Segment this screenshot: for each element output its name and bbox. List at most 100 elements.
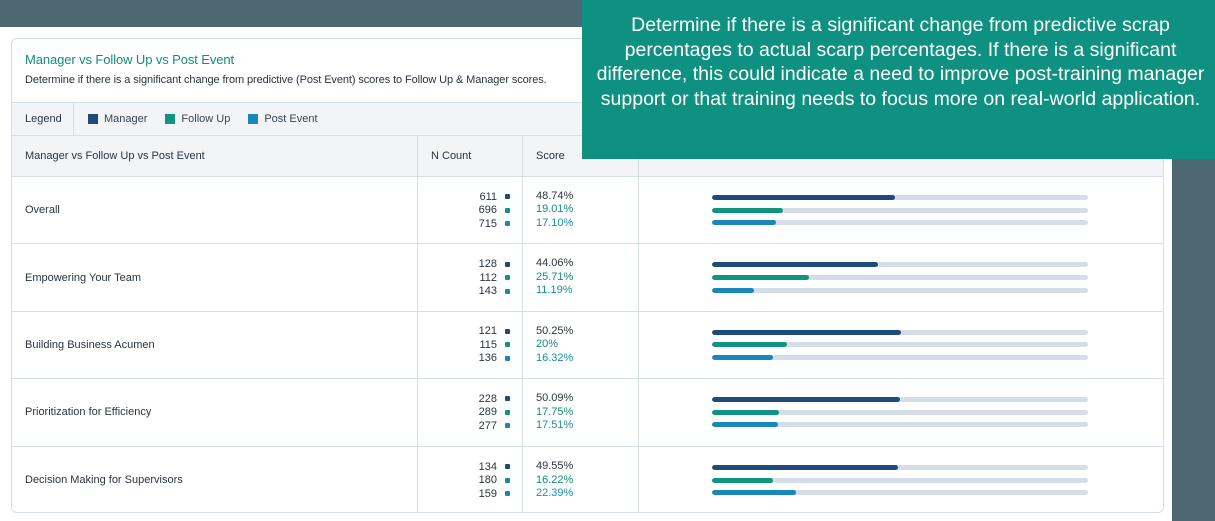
follow-up-score: 17.75% — [536, 405, 574, 418]
n-count-cell: 134 180 159 — [418, 446, 523, 512]
card-subtitle: Determine if there is a significant chan… — [25, 74, 547, 86]
post-event-bar — [712, 490, 797, 496]
post-event-bar-track — [712, 220, 1088, 226]
table-row: Overall 611 696 715 48.74% 19.01% 17.10% — [12, 177, 1163, 245]
manager-marker-icon — [505, 396, 510, 402]
column-header-name[interactable]: Manager vs Follow Up vs Post Event — [12, 136, 418, 176]
follow-up-bar — [712, 409, 779, 415]
follow-up-bar — [712, 207, 784, 213]
post-event-score: 11.19% — [536, 284, 573, 297]
follow-up-bar — [712, 342, 788, 348]
callout-text: Determine if there is a significant chan… — [596, 14, 1205, 110]
manager-marker-icon — [505, 464, 510, 470]
table-body: Overall 611 696 715 48.74% 19.01% 17.10%… — [12, 177, 1163, 512]
post-event-bar-track — [712, 355, 1088, 361]
follow-up-score: 19.01% — [536, 203, 574, 216]
row-label: Decision Making for Supervisors — [12, 446, 418, 512]
manager-score: 49.55% — [536, 460, 574, 472]
manager-bar-track — [712, 329, 1088, 335]
post-event-swatch-icon — [248, 114, 259, 124]
post-event-bar — [712, 422, 778, 428]
follow-up-score: 25.71% — [536, 270, 574, 283]
legend-label: Legend — [12, 103, 74, 135]
legend-item-manager[interactable]: Manager — [88, 113, 147, 125]
post-event-score: 17.10% — [536, 216, 574, 229]
n-count-cell: 228 289 277 — [418, 379, 523, 446]
table-row: Empowering Your Team 128 112 143 44.06% … — [12, 244, 1163, 312]
manager-score: 44.06% — [536, 257, 574, 270]
follow-up-n-count: 696 — [478, 204, 497, 217]
post-event-score: 17.51% — [536, 419, 574, 432]
post-event-marker-icon — [505, 491, 510, 497]
post-event-marker-icon — [505, 355, 510, 361]
manager-bar — [712, 195, 896, 201]
bars-cell — [639, 177, 1163, 243]
post-event-n-count: 159 — [478, 487, 497, 500]
follow-up-bar-track — [712, 275, 1088, 281]
table-row: Decision Making for Supervisors 134 180 … — [12, 446, 1163, 512]
post-event-n-count: 715 — [478, 217, 497, 230]
post-event-bar — [712, 287, 755, 293]
follow-up-marker-icon — [505, 207, 510, 213]
follow-up-bar-track — [712, 207, 1088, 213]
score-cell: 49.55% 16.22% 22.39% — [523, 446, 639, 512]
post-event-n-count: 143 — [478, 285, 497, 298]
post-event-score: 16.32% — [536, 351, 574, 364]
row-label: Prioritization for Efficiency — [12, 379, 418, 446]
post-event-n-count: 277 — [478, 419, 497, 432]
post-event-n-count: 136 — [478, 352, 497, 365]
follow-up-n-count: 112 — [479, 271, 497, 284]
manager-n-count: 611 — [479, 190, 497, 203]
post-event-score: 22.39% — [536, 487, 574, 499]
follow-up-score: 16.22% — [536, 473, 574, 486]
bars-cell — [639, 447, 1163, 512]
bars-cell — [639, 312, 1163, 378]
legend-item-label: Follow Up — [181, 113, 231, 125]
manager-marker-icon — [505, 261, 510, 267]
annotation-callout: Determine if there is a significant chan… — [582, 0, 1215, 159]
n-count-cell: 128 112 143 — [418, 244, 523, 311]
manager-bar — [712, 397, 901, 403]
manager-bar — [712, 465, 899, 471]
post-event-marker-icon — [505, 221, 510, 227]
manager-bar — [712, 329, 901, 335]
bars-cell — [639, 244, 1163, 310]
manager-marker-icon — [505, 194, 510, 200]
follow-up-bar-track — [712, 342, 1088, 348]
manager-n-count: 228 — [478, 392, 497, 405]
row-label: Empowering Your Team — [12, 244, 418, 311]
n-count-cell: 611 696 715 — [418, 177, 523, 244]
manager-score: 50.25% — [536, 324, 574, 337]
post-event-bar-track — [712, 287, 1088, 293]
follow-up-marker-icon — [505, 342, 510, 348]
card-header: Manager vs Follow Up vs Post Event Deter… — [12, 39, 1163, 102]
follow-up-bar-track — [712, 477, 1088, 483]
follow-up-marker-icon — [505, 275, 510, 281]
comparison-card: Manager vs Follow Up vs Post Event Deter… — [11, 38, 1164, 513]
follow-up-n-count: 180 — [478, 474, 497, 487]
post-event-bar — [712, 355, 774, 361]
follow-up-bar — [712, 275, 809, 281]
row-label: Overall — [12, 177, 418, 244]
card-title: Manager vs Follow Up vs Post Event — [25, 52, 235, 67]
legend-item-follow-up[interactable]: Follow Up — [165, 113, 230, 125]
row-label: Building Business Acumen — [12, 311, 418, 379]
post-event-bar-track — [712, 490, 1088, 496]
follow-up-bar-track — [712, 409, 1088, 415]
manager-n-count: 128 — [478, 258, 497, 271]
score-cell: 44.06% 25.71% 11.19% — [523, 244, 639, 311]
score-cell: 50.09% 17.75% 17.51% — [523, 379, 639, 446]
follow-up-bar — [712, 477, 773, 483]
manager-score: 50.09% — [536, 392, 574, 405]
legend-item-label: Manager — [104, 113, 148, 125]
manager-n-count: 121 — [478, 325, 497, 338]
manager-bar-track — [712, 195, 1088, 201]
follow-up-marker-icon — [505, 477, 510, 483]
table-row: Building Business Acumen 121 115 136 50.… — [12, 311, 1163, 380]
score-cell: 48.74% 19.01% 17.10% — [523, 177, 639, 244]
post-event-bar-track — [712, 422, 1088, 428]
follow-up-score: 20% — [536, 338, 559, 351]
column-header-n-count[interactable]: N Count — [418, 136, 523, 176]
score-cell: 50.25% 20% 16.32% — [523, 311, 639, 379]
legend-item-post-event[interactable]: Post Event — [248, 113, 318, 125]
